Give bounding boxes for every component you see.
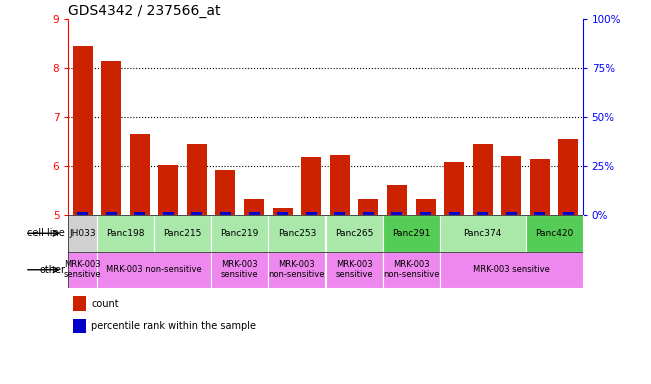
Bar: [101, 61, 121, 215]
Bar: [449, 212, 460, 215]
Text: GDS4342 / 237566_at: GDS4342 / 237566_at: [68, 4, 221, 18]
Bar: [440, 252, 583, 288]
Bar: [77, 212, 88, 215]
Bar: [154, 215, 211, 252]
Bar: [563, 212, 574, 215]
Bar: [73, 46, 92, 215]
Bar: [530, 159, 550, 215]
Text: Panc253: Panc253: [278, 229, 316, 238]
Bar: [134, 212, 145, 215]
Bar: [387, 185, 407, 215]
Text: Panc265: Panc265: [335, 229, 373, 238]
Text: MRK-003
non-sensitive: MRK-003 non-sensitive: [383, 260, 439, 280]
Bar: [383, 252, 440, 288]
Bar: [334, 212, 345, 215]
Text: cell line: cell line: [27, 228, 65, 238]
Bar: [477, 212, 488, 215]
Text: MRK-003
sensitive: MRK-003 sensitive: [335, 260, 373, 280]
Text: other: other: [39, 265, 65, 275]
Bar: [501, 156, 521, 215]
Bar: [191, 212, 202, 215]
Text: Panc198: Panc198: [106, 229, 145, 238]
Bar: [220, 212, 231, 215]
Bar: [211, 215, 268, 252]
Bar: [244, 199, 264, 215]
Bar: [249, 212, 260, 215]
Text: JH033: JH033: [69, 229, 96, 238]
Bar: [525, 215, 583, 252]
Text: MRK-003
sensitive: MRK-003 sensitive: [221, 260, 258, 280]
Text: Panc291: Panc291: [392, 229, 430, 238]
Text: MRK-003 non-sensitive: MRK-003 non-sensitive: [106, 265, 202, 274]
Bar: [391, 212, 402, 215]
Bar: [97, 252, 211, 288]
Bar: [473, 144, 493, 215]
Bar: [74, 296, 87, 311]
Bar: [268, 215, 326, 252]
Text: Panc219: Panc219: [221, 229, 259, 238]
Bar: [444, 162, 464, 215]
Bar: [68, 252, 97, 288]
Bar: [277, 212, 288, 215]
Bar: [215, 169, 236, 215]
Bar: [130, 134, 150, 215]
Bar: [158, 165, 178, 215]
Text: Panc215: Panc215: [163, 229, 202, 238]
Bar: [68, 215, 97, 252]
Text: MRK-003
non-sensitive: MRK-003 non-sensitive: [269, 260, 326, 280]
Bar: [273, 208, 293, 215]
Bar: [415, 199, 436, 215]
Bar: [363, 212, 374, 215]
Bar: [326, 252, 383, 288]
Bar: [306, 212, 317, 215]
Bar: [105, 212, 117, 215]
Bar: [211, 252, 268, 288]
Text: MRK-003
sensitive: MRK-003 sensitive: [64, 260, 102, 280]
Bar: [559, 139, 578, 215]
Bar: [420, 212, 431, 215]
Bar: [163, 212, 174, 215]
Bar: [74, 319, 87, 333]
Bar: [326, 215, 383, 252]
Text: Panc420: Panc420: [535, 229, 573, 238]
Text: MRK-003 sensitive: MRK-003 sensitive: [473, 265, 549, 274]
Bar: [534, 212, 546, 215]
Bar: [383, 215, 440, 252]
Bar: [440, 215, 525, 252]
Bar: [187, 144, 207, 215]
Text: Panc374: Panc374: [464, 229, 502, 238]
Bar: [358, 199, 378, 215]
Text: percentile rank within the sample: percentile rank within the sample: [92, 321, 256, 331]
Bar: [301, 157, 321, 215]
Bar: [97, 215, 154, 252]
Bar: [268, 252, 326, 288]
Text: count: count: [92, 299, 119, 309]
Bar: [506, 212, 517, 215]
Bar: [330, 155, 350, 215]
